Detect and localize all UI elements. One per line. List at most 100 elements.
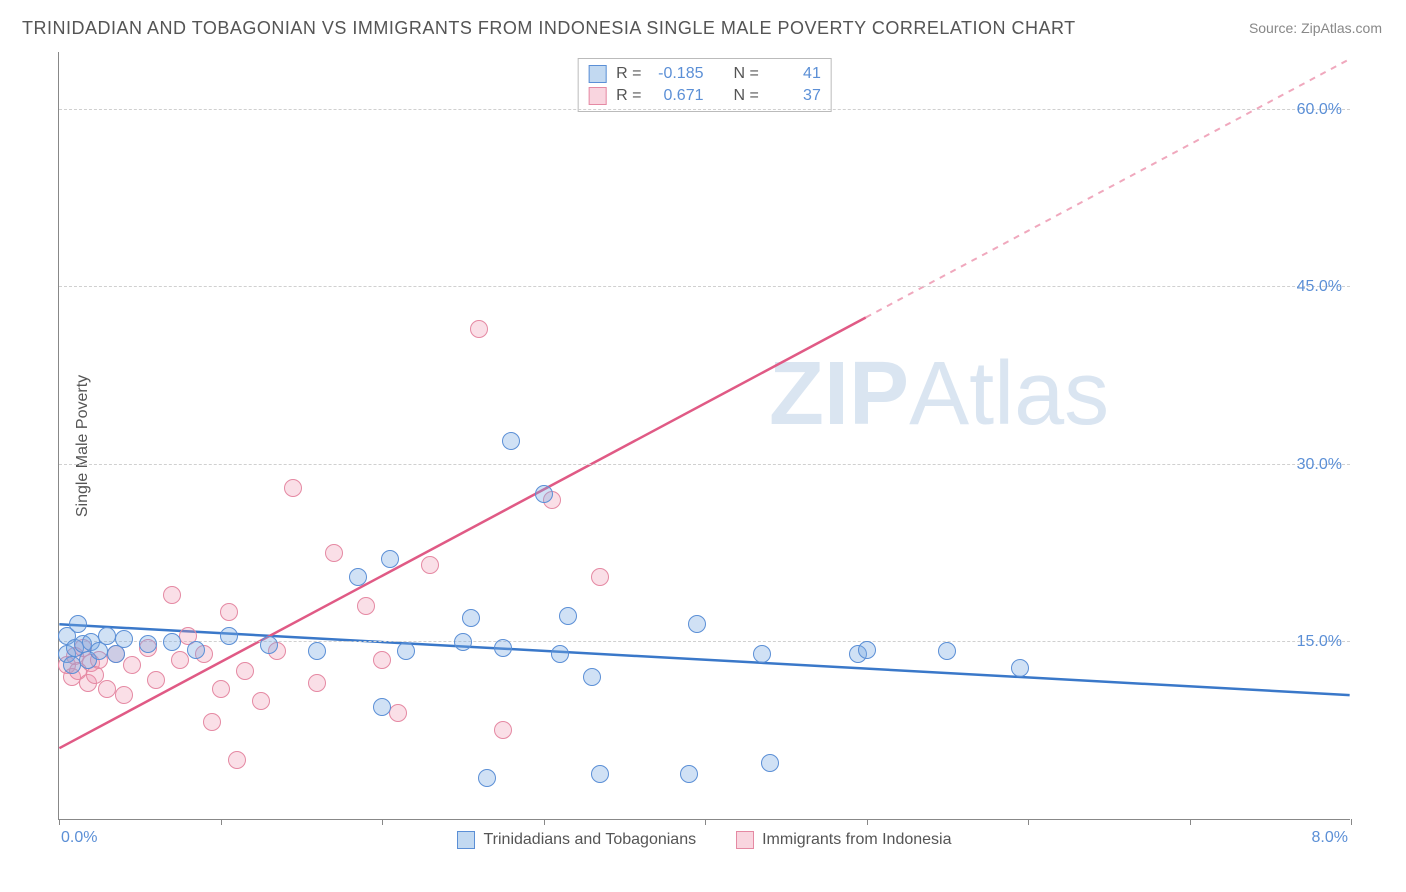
scatter-point [454,633,472,651]
scatter-point [478,769,496,787]
x-tick [867,819,868,825]
scatter-point [349,568,367,586]
trend-line [59,624,1349,695]
watermark-atlas: Atlas [909,344,1109,444]
gridline [59,464,1350,465]
scatter-point [163,586,181,604]
scatter-point [228,751,246,769]
x-tick [221,819,222,825]
scatter-point [470,320,488,338]
scatter-point [688,615,706,633]
n-value-blue: 41 [769,65,821,83]
scatter-point [753,645,771,663]
source-attribution: Source: ZipAtlas.com [1249,20,1382,36]
swatch-blue-icon [588,65,606,83]
x-tick [382,819,383,825]
series-legend: Trinidadians and Tobagonians Immigrants … [59,831,1350,849]
scatter-point [252,692,270,710]
scatter-point [551,645,569,663]
scatter-point [212,680,230,698]
scatter-point [397,642,415,660]
scatter-point [583,668,601,686]
x-tick [1351,819,1352,825]
r-value-blue: -0.185 [652,65,704,83]
scatter-point [535,485,553,503]
scatter-point [163,633,181,651]
scatter-point [147,671,165,689]
scatter-point [858,641,876,659]
watermark: ZIPAtlas [769,343,1109,446]
legend-label-blue: Trinidadians and Tobagonians [483,831,696,849]
scatter-point [98,627,116,645]
x-tick [544,819,545,825]
y-tick-label: 45.0% [1297,278,1342,296]
legend-row-pink: R = 0.671 N = 37 [588,85,821,107]
scatter-point [220,627,238,645]
x-tick-label-max: 8.0% [1312,829,1348,847]
scatter-point [938,642,956,660]
scatter-point [591,765,609,783]
scatter-point [494,639,512,657]
n-value-pink: 37 [769,87,821,105]
x-tick [1028,819,1029,825]
r-value-pink: 0.671 [652,87,704,105]
scatter-point [373,698,391,716]
gridline [59,286,1350,287]
scatter-point [123,656,141,674]
scatter-point [69,615,87,633]
chart-container: TRINIDADIAN AND TOBAGONIAN VS IMMIGRANTS… [0,0,1406,892]
scatter-point [171,651,189,669]
scatter-point [591,568,609,586]
x-tick [59,819,60,825]
y-tick-label: 15.0% [1297,633,1342,651]
scatter-point [389,704,407,722]
scatter-point [381,550,399,568]
scatter-point [559,607,577,625]
scatter-point [308,674,326,692]
n-label: N = [734,65,759,83]
x-tick [1190,819,1191,825]
r-label: R = [616,87,641,105]
scatter-point [308,642,326,660]
swatch-pink-icon [736,831,754,849]
scatter-point [373,651,391,669]
x-tick [705,819,706,825]
scatter-point [325,544,343,562]
scatter-point [502,432,520,450]
r-label: R = [616,65,641,83]
plot-area: ZIPAtlas R = -0.185 N = 41 R = 0.671 N =… [58,52,1350,820]
trend-line [866,59,1350,317]
scatter-point [680,765,698,783]
scatter-point [260,636,278,654]
y-tick-label: 30.0% [1297,456,1342,474]
scatter-point [421,556,439,574]
scatter-point [187,641,205,659]
scatter-point [203,713,221,731]
trend-line [59,318,865,749]
x-tick-label-min: 0.0% [61,829,97,847]
scatter-point [357,597,375,615]
scatter-point [115,686,133,704]
legend-row-blue: R = -0.185 N = 41 [588,63,821,85]
scatter-point [139,635,157,653]
legend-item-pink: Immigrants from Indonesia [736,831,951,849]
correlation-legend: R = -0.185 N = 41 R = 0.671 N = 37 [577,58,832,112]
scatter-point [220,603,238,621]
n-label: N = [734,87,759,105]
swatch-pink-icon [588,87,606,105]
scatter-point [462,609,480,627]
legend-label-pink: Immigrants from Indonesia [762,831,951,849]
scatter-point [1011,659,1029,677]
scatter-point [236,662,254,680]
scatter-point [494,721,512,739]
watermark-zip: ZIP [769,344,909,444]
scatter-point [115,630,133,648]
gridline [59,109,1350,110]
y-tick-label: 60.0% [1297,101,1342,119]
legend-item-blue: Trinidadians and Tobagonians [457,831,696,849]
swatch-blue-icon [457,831,475,849]
scatter-point [284,479,302,497]
scatter-point [761,754,779,772]
chart-title: TRINIDADIAN AND TOBAGONIAN VS IMMIGRANTS… [22,18,1076,39]
gridline [59,641,1350,642]
